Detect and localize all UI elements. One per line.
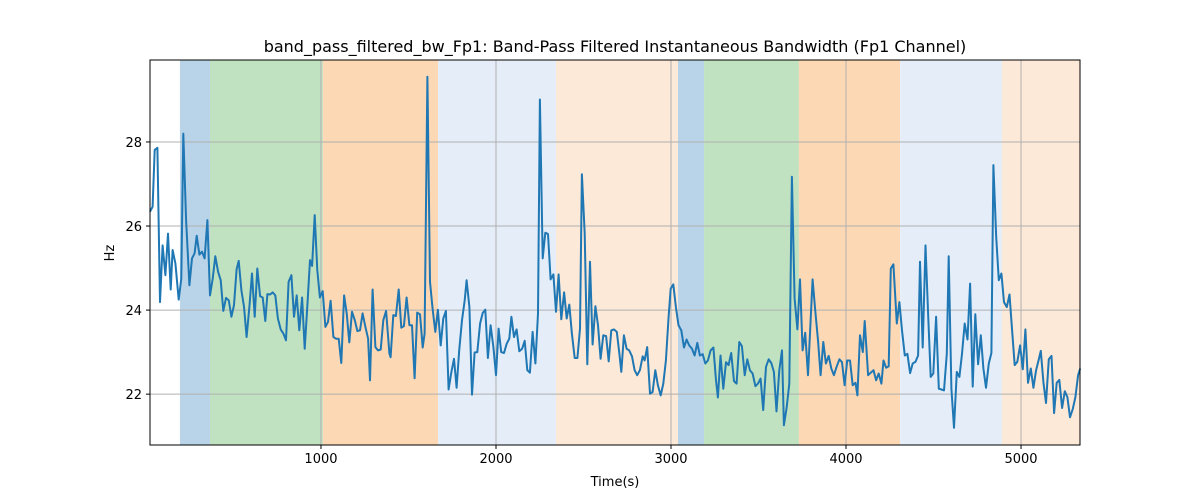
x-tick-label: 5000 xyxy=(1004,452,1037,467)
axis-ticks: 1000 2000 3000 4000 5000 22 24 26 28 xyxy=(125,136,1037,467)
shaded-band xyxy=(678,60,705,445)
y-tick-label: 26 xyxy=(125,220,142,235)
x-axis-label: Time(s) xyxy=(590,475,640,490)
series-line xyxy=(149,75,1082,429)
shaded-band xyxy=(210,60,323,445)
chart-title: band_pass_filtered_bw_Fp1: Band-Pass Fil… xyxy=(264,37,967,57)
grid xyxy=(150,60,1080,445)
plot-frame xyxy=(149,59,1081,446)
y-tick-label: 24 xyxy=(125,304,142,319)
y-tick-label: 28 xyxy=(125,136,142,151)
shaded-bands xyxy=(179,60,1080,445)
y-tick-label: 22 xyxy=(125,388,142,403)
shaded-band xyxy=(556,60,679,445)
x-tick-label: 1000 xyxy=(304,452,337,467)
shaded-band xyxy=(322,60,439,445)
shaded-band xyxy=(1001,60,1080,445)
y-axis-label: Hz xyxy=(103,245,118,262)
shaded-band xyxy=(798,60,901,445)
x-tick-label: 4000 xyxy=(829,452,862,467)
x-tick-label: 3000 xyxy=(654,452,687,467)
x-tick-label: 2000 xyxy=(479,452,512,467)
